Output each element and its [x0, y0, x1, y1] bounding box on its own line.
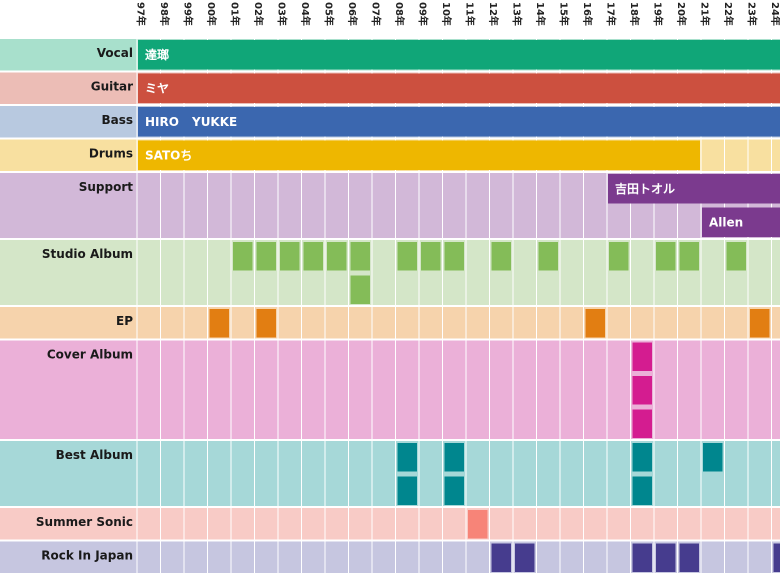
- member-name: SATOち: [145, 149, 192, 163]
- row-label-summer: Summer Sonic: [36, 515, 133, 529]
- member-bar-support: [608, 174, 780, 204]
- year-label: 20年: [675, 2, 688, 26]
- year-label: 02年: [252, 2, 265, 26]
- year-label: 12年: [487, 2, 500, 26]
- best-release-block: [632, 443, 652, 472]
- row-label-best: Best Album: [56, 448, 133, 462]
- member-bar-guitar: [138, 73, 780, 103]
- studio-release-block: [280, 242, 300, 271]
- member-bar-bass: [185, 107, 780, 137]
- cover-release-block: [632, 409, 652, 438]
- studio-release-block: [421, 242, 441, 271]
- row-label-support: Support: [79, 180, 134, 194]
- row-label-drums: Drums: [89, 147, 133, 161]
- rij-release-block: [515, 543, 535, 572]
- year-label: 17年: [605, 2, 618, 26]
- row-band-ep: [0, 306, 780, 340]
- row-label-vocal: Vocal: [97, 46, 133, 60]
- year-label: 99年: [182, 2, 195, 26]
- studio-release-block: [538, 242, 558, 271]
- year-label: 10年: [440, 2, 453, 26]
- summer-release-block: [468, 510, 488, 539]
- year-label: 15年: [558, 2, 571, 26]
- year-label: 98年: [158, 2, 171, 26]
- year-label: 06年: [346, 2, 359, 26]
- row-label-rij: Rock In Japan: [41, 549, 133, 563]
- best-release-block: [632, 476, 652, 505]
- cover-release-block: [632, 342, 652, 371]
- year-label: 08年: [393, 2, 406, 26]
- member-name: ミヤ: [145, 82, 169, 96]
- best-release-block: [397, 443, 417, 472]
- year-label: 19年: [652, 2, 665, 26]
- studio-release-block: [726, 242, 746, 271]
- member-name: HIRO: [145, 115, 179, 129]
- studio-release-block: [444, 242, 464, 271]
- studio-release-block: [233, 242, 253, 271]
- rij-release-block: [679, 543, 699, 572]
- year-label: 21年: [699, 2, 712, 26]
- studio-release-block: [397, 242, 417, 271]
- ep-release-block: [750, 309, 770, 338]
- ep-release-block: [209, 309, 229, 338]
- year-label: 05年: [323, 2, 336, 26]
- studio-release-block: [609, 242, 629, 271]
- studio-release-block: [350, 275, 370, 304]
- member-bar-support: [702, 207, 780, 237]
- row-band-studio: [0, 239, 780, 306]
- member-name: Allen: [709, 216, 743, 230]
- member-bar-drums: [138, 140, 700, 170]
- best-release-block: [397, 476, 417, 505]
- year-label: 04年: [299, 2, 312, 26]
- year-label: 00年: [205, 2, 218, 26]
- member-bar-vocal: [138, 40, 780, 70]
- year-label: 22年: [722, 2, 735, 26]
- rij-release-block: [632, 543, 652, 572]
- studio-release-block: [350, 242, 370, 271]
- year-label: 11年: [464, 2, 477, 26]
- studio-release-block: [327, 242, 347, 271]
- best-release-block: [444, 476, 464, 505]
- year-label: 07年: [370, 2, 383, 26]
- row-band-summer: [0, 507, 780, 541]
- member-name: 達瑯: [145, 47, 169, 62]
- studio-release-block: [303, 242, 323, 271]
- year-label: 18年: [628, 2, 641, 26]
- year-label: 03年: [276, 2, 289, 26]
- ep-release-block: [256, 309, 276, 338]
- year-label: 13年: [511, 2, 524, 26]
- ep-release-block: [585, 309, 605, 338]
- rij-release-block: [491, 543, 511, 572]
- row-label-cover: Cover Album: [47, 348, 133, 362]
- row-label-guitar: Guitar: [91, 80, 133, 94]
- studio-release-block: [256, 242, 276, 271]
- year-label: 23年: [746, 2, 759, 26]
- year-label: 16年: [581, 2, 594, 26]
- year-label: 14年: [534, 2, 547, 26]
- studio-release-block: [656, 242, 676, 271]
- row-label-bass: Bass: [101, 113, 133, 127]
- member-name: YUKKE: [191, 115, 237, 129]
- best-release-block: [703, 443, 723, 472]
- studio-release-block: [679, 242, 699, 271]
- rij-release-block: [773, 543, 780, 572]
- rij-release-block: [656, 543, 676, 572]
- year-label: 01年: [229, 2, 242, 26]
- cover-release-block: [632, 376, 652, 405]
- member-name: 吉田トオル: [615, 181, 675, 196]
- row-label-studio: Studio Album: [42, 247, 133, 261]
- best-release-block: [444, 443, 464, 472]
- year-label: 97年: [135, 2, 148, 26]
- studio-release-block: [491, 242, 511, 271]
- row-label-ep: EP: [116, 314, 133, 328]
- year-label: 24年: [769, 2, 780, 26]
- year-label: 09年: [417, 2, 430, 26]
